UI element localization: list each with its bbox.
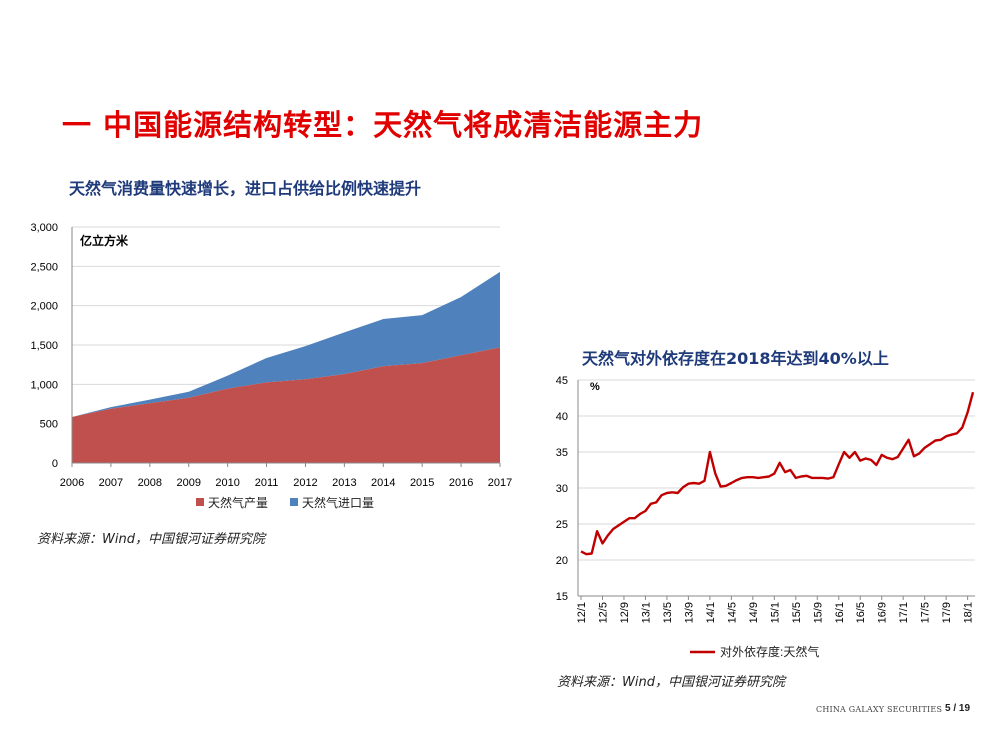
line-chart-x-tick-label: 12/5 bbox=[597, 602, 609, 623]
line-chart-legend-label: 对外依存度:天然气 bbox=[720, 644, 819, 659]
line-chart-y-tick-label: 35 bbox=[556, 447, 568, 459]
line-chart-title: 天然气对外依存度在2018年达到40%以上 bbox=[582, 349, 889, 368]
area-chart-x-tick-label: 2009 bbox=[176, 477, 200, 489]
area-chart-legend-swatch bbox=[290, 498, 298, 506]
line-chart-x-tick-label: 15/5 bbox=[791, 602, 803, 623]
area-chart-x-tick-label: 2016 bbox=[449, 477, 473, 489]
line-chart-source: 资料来源：Wind，中国银河证券研究院 bbox=[557, 675, 785, 690]
line-chart-unit-label: % bbox=[590, 381, 600, 393]
area-chart-x-tick-label: 2011 bbox=[255, 477, 279, 489]
line-chart-y-tick-label: 30 bbox=[556, 483, 568, 495]
area-chart-title: 天然气消费量快速增长，进口占供给比例快速提升 bbox=[69, 179, 422, 198]
line-chart-x-tick-label: 15/9 bbox=[812, 602, 824, 623]
line-chart-x-tick-label: 15/1 bbox=[769, 602, 781, 623]
area-chart-x-tick-label: 2015 bbox=[410, 477, 434, 489]
area-chart-source: 资料来源：Wind，中国银河证券研究院 bbox=[37, 532, 265, 547]
area-chart-y-ticks: 0 500 1,000 1,500 2,000 2,500 3,000 bbox=[30, 222, 58, 470]
line-chart-x-tick-label: 12/9 bbox=[619, 602, 631, 623]
line-chart-x-tick-label: 12/1 bbox=[576, 602, 588, 623]
footer-brand: CHINA GALAXY SECURITIES bbox=[816, 705, 943, 714]
line-chart-y-tick-label: 15 bbox=[556, 591, 568, 603]
area-chart-y-tick-label: 3,000 bbox=[30, 222, 58, 234]
area-chart-y-tick-label: 1,500 bbox=[30, 340, 58, 352]
line-chart-x-tick-label: 16/5 bbox=[855, 602, 867, 623]
area-chart-x-tick-label: 2014 bbox=[371, 477, 395, 489]
line-chart-x-tick-label: 14/9 bbox=[748, 602, 760, 623]
line-chart-x-tick-label: 17/1 bbox=[898, 602, 910, 623]
area-chart-x-tick-label: 2017 bbox=[488, 477, 512, 489]
page-title: 一 中国能源结构转型：天然气将成清洁能源主力 bbox=[62, 108, 704, 142]
area-chart-y-tick-label: 2,500 bbox=[30, 261, 58, 273]
line-chart-x-tick-label: 14/1 bbox=[705, 602, 717, 623]
line-chart-x-tick-label: 17/5 bbox=[920, 602, 932, 623]
area-chart-areas bbox=[72, 271, 500, 463]
line-chart-x-tick-label: 13/9 bbox=[683, 602, 695, 623]
area-chart-x-tick-label: 2012 bbox=[293, 477, 317, 489]
area-chart-x-tick-label: 2013 bbox=[332, 477, 356, 489]
line-chart-axes bbox=[577, 380, 975, 597]
line-chart-x-tick-label: 13/1 bbox=[640, 602, 652, 623]
line-chart-gridlines bbox=[578, 379, 975, 597]
line-chart-x-tick-label: 18/1 bbox=[963, 602, 975, 623]
line-chart-x-ticks: 12/1 12/5 12/9 13/1 13/5 13/9 14/1 14/5 14/9 15/1… bbox=[576, 596, 975, 623]
line-chart-legend: 对外依存度:天然气 bbox=[690, 644, 819, 659]
area-series-production bbox=[72, 347, 500, 463]
area-chart-y-tick-label: 1,000 bbox=[30, 379, 58, 391]
area-chart-legend: 天然气产量 天然气进口量 bbox=[196, 495, 374, 510]
area-chart-x-ticks: 2006 2007 2008 2009 2010 2011 2012 2013 2014 2015… bbox=[60, 463, 512, 489]
area-chart-axes bbox=[71, 227, 500, 464]
area-chart-y-tick-label: 0 bbox=[52, 458, 58, 470]
area-chart-legend-swatch bbox=[196, 498, 204, 506]
line-chart-y-tick-label: 45 bbox=[556, 375, 568, 387]
line-chart-x-tick-label: 16/9 bbox=[877, 602, 889, 623]
area-chart-x-tick-label: 2006 bbox=[60, 477, 84, 489]
line-series-dependency bbox=[580, 391, 975, 556]
line-chart-y-tick-label: 20 bbox=[556, 555, 568, 567]
line-chart-series bbox=[580, 391, 975, 556]
area-chart-x-tick-label: 2008 bbox=[138, 477, 162, 489]
line-chart-y-ticks: 15 20 25 30 35 40 45 bbox=[556, 375, 568, 603]
area-chart-legend-label: 天然气进口量 bbox=[302, 495, 374, 510]
area-chart-x-tick-label: 2007 bbox=[99, 477, 123, 489]
line-chart-y-tick-label: 40 bbox=[556, 411, 568, 423]
line-chart-y-tick-label: 25 bbox=[556, 519, 568, 531]
area-chart-y-tick-label: 2,000 bbox=[30, 301, 58, 313]
page-number: 5 / 19 bbox=[945, 703, 971, 714]
area-chart-y-tick-label: 500 bbox=[40, 419, 58, 431]
line-chart-x-tick-label: 14/5 bbox=[726, 602, 738, 623]
line-chart-x-tick-label: 16/1 bbox=[834, 602, 846, 623]
area-series-imports bbox=[72, 271, 500, 417]
area-chart-x-tick-label: 2010 bbox=[215, 477, 239, 489]
line-chart-x-tick-label: 17/9 bbox=[941, 602, 953, 623]
line-chart-x-tick-label: 13/5 bbox=[662, 602, 674, 623]
area-chart-legend-label: 天然气产量 bbox=[208, 495, 268, 510]
area-chart-unit-label: 亿立方米 bbox=[80, 233, 129, 248]
